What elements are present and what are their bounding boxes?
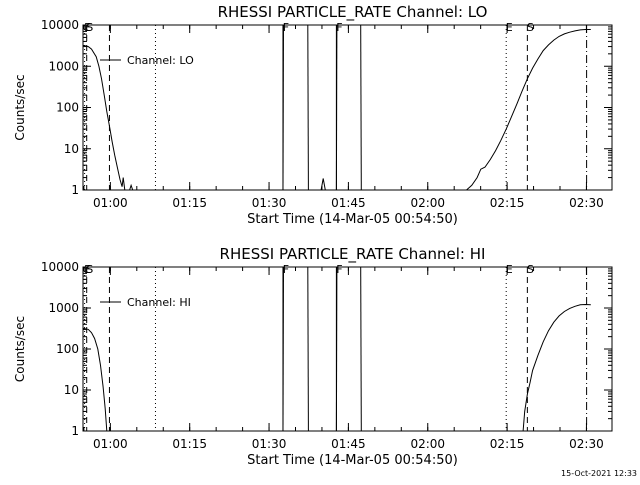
x-tick-label: 02:00	[410, 437, 445, 451]
x-tick-label: 02:00	[410, 196, 445, 210]
y-tick-label: 100	[56, 101, 79, 115]
series-line	[335, 267, 338, 431]
series-line	[307, 267, 309, 431]
y-axis-label: Counts/sec	[13, 316, 27, 382]
chart-title: RHESSI PARTICLE_RATE Channel: HI	[220, 245, 486, 264]
event-marker-label: F	[336, 21, 342, 34]
y-tick-label: 1	[71, 424, 79, 438]
x-tick-label: 02:30	[569, 196, 604, 210]
event-marker-label: E	[506, 21, 513, 34]
chart-panel-2: RHESSI PARTICLE_RATE Channel: HI 01:00 01:…	[13, 245, 613, 468]
x-tick-label: 02:15	[490, 196, 525, 210]
x-axis-label: Start Time (14-Mar-05 00:54:50)	[247, 212, 458, 227]
x-tick-label: 02:30	[569, 437, 604, 451]
x-tick-label: 01:30	[252, 196, 287, 210]
event-marker-label: F	[336, 263, 342, 276]
series-line	[360, 267, 362, 431]
event-marker-label: E	[84, 263, 91, 276]
y-tick-label: 100	[56, 342, 79, 356]
x-tick-label: 01:30	[252, 437, 287, 451]
x-tick-label: 01:00	[93, 437, 128, 451]
series-line	[282, 267, 284, 431]
series-line	[83, 327, 108, 431]
x-tick-label: 01:15	[172, 437, 207, 451]
event-marker-label: S	[527, 21, 534, 34]
series-line	[360, 25, 362, 190]
event-marker-label: S	[86, 21, 93, 34]
x-axis-label: Start Time (14-Mar-05 00:54:50)	[247, 453, 458, 468]
x-tick-label: 01:15	[172, 196, 207, 210]
plot-frame	[82, 266, 613, 432]
y-axis-label: Counts/sec	[13, 74, 27, 140]
x-tick-label: 02:15	[490, 437, 525, 451]
x-tick-label: 01:45	[331, 437, 366, 451]
x-tick-label: 01:45	[331, 196, 366, 210]
legend-label: Channel: HI	[127, 296, 191, 309]
series-line	[307, 25, 309, 190]
series-line	[335, 25, 338, 190]
y-tick-label: 10	[64, 383, 79, 397]
event-marker-label: S	[527, 263, 534, 276]
event-marker-label: F	[283, 263, 289, 276]
legend-label: Channel: LO	[127, 54, 194, 67]
series-line	[522, 303, 591, 431]
y-tick-label: 1	[71, 183, 79, 197]
series-line	[466, 29, 591, 190]
event-marker-label: F	[283, 21, 289, 34]
y-tick-label: 10000	[41, 18, 79, 32]
event-marker-label: E	[506, 263, 513, 276]
event-marker-label: S	[86, 263, 93, 276]
series-line	[282, 25, 284, 190]
plot-frame	[82, 24, 613, 191]
plot-timestamp: 15-Oct-2021 12:33	[561, 469, 637, 478]
series-line	[320, 178, 326, 190]
y-tick-label: 1000	[48, 59, 79, 73]
series-line	[83, 44, 126, 190]
chart-panel-1: RHESSI PARTICLE_RATE Channel: LO 01:00 01:…	[13, 3, 613, 227]
chart-title: RHESSI PARTICLE_RATE Channel: LO	[218, 3, 488, 22]
y-tick-label: 1000	[48, 301, 79, 315]
y-tick-label: 10000	[41, 260, 79, 274]
y-tick-label: 10	[64, 142, 79, 156]
x-tick-label: 01:00	[93, 196, 128, 210]
series-line	[129, 183, 134, 190]
event-marker-label: E	[84, 21, 91, 34]
